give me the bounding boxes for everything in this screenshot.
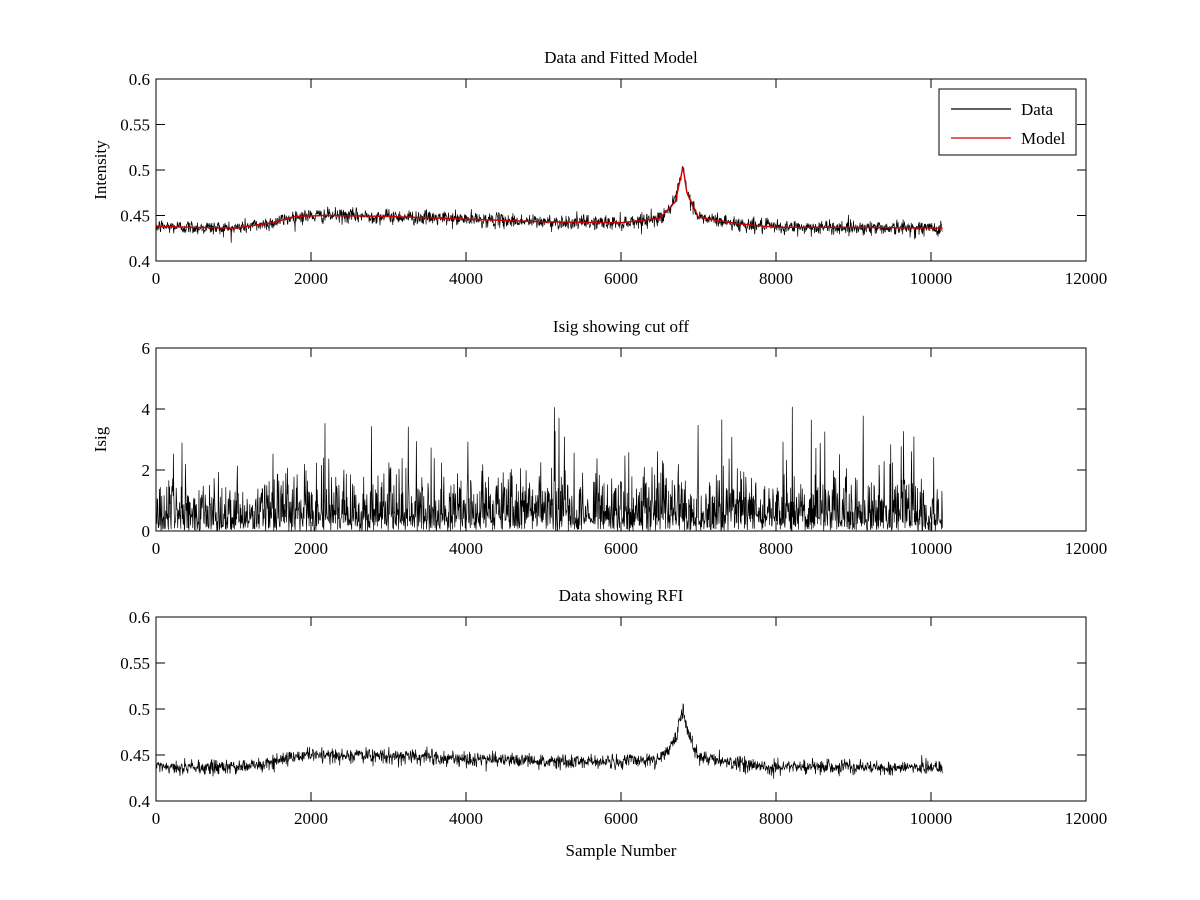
x-tick-label: 6000 bbox=[604, 269, 638, 288]
chart-title: Isig showing cut off bbox=[553, 317, 689, 336]
legend-entry: Model bbox=[1021, 129, 1066, 148]
x-tick-label: 2000 bbox=[294, 539, 328, 558]
x-tick-label: 8000 bbox=[759, 809, 793, 828]
chart-title: Data showing RFI bbox=[559, 586, 684, 605]
x-tick-label: 0 bbox=[152, 269, 161, 288]
y-tick-label: 0.4 bbox=[129, 252, 151, 271]
y-axis-label: Intensity bbox=[91, 140, 110, 200]
x-tick-label: 6000 bbox=[604, 539, 638, 558]
y-tick-label: 0.6 bbox=[129, 70, 150, 89]
x-tick-label: 8000 bbox=[759, 269, 793, 288]
y-tick-label: 0.4 bbox=[129, 792, 151, 811]
chart-title: Data and Fitted Model bbox=[544, 48, 698, 67]
y-axis-label: Isig bbox=[91, 426, 110, 452]
y-tick-label: 0.6 bbox=[129, 608, 150, 627]
y-tick-label: 0.55 bbox=[120, 116, 150, 135]
y-tick-label: 4 bbox=[142, 400, 151, 419]
series-line-model bbox=[156, 167, 943, 229]
x-tick-label: 2000 bbox=[294, 269, 328, 288]
x-tick-label: 2000 bbox=[294, 809, 328, 828]
x-tick-label: 10000 bbox=[910, 809, 953, 828]
series-line-1 bbox=[156, 406, 943, 531]
y-tick-label: 0.45 bbox=[120, 746, 150, 765]
x-tick-label: 10000 bbox=[910, 269, 953, 288]
y-tick-label: 0.55 bbox=[120, 654, 150, 673]
x-tick-label: 12000 bbox=[1065, 269, 1108, 288]
x-tick-label: 0 bbox=[152, 539, 161, 558]
y-tick-label: 0.5 bbox=[129, 161, 150, 180]
x-tick-label: 4000 bbox=[449, 539, 483, 558]
chart-panel-2: Isig showing cut off 0 2000 4000 6000 8000 100… bbox=[91, 317, 1107, 558]
x-tick-label: 10000 bbox=[910, 539, 953, 558]
y-tick-label: 0 bbox=[142, 522, 151, 541]
x-tick-label: 4000 bbox=[449, 809, 483, 828]
y-tick-label: 0.45 bbox=[120, 207, 150, 226]
series-line-1 bbox=[156, 703, 943, 779]
plot-area bbox=[155, 78, 1087, 262]
legend-box bbox=[938, 88, 1077, 156]
plot-area bbox=[155, 616, 1087, 802]
legend: Data Model bbox=[938, 88, 1077, 156]
plot-area bbox=[155, 347, 1087, 532]
x-tick-label: 8000 bbox=[759, 539, 793, 558]
x-tick-label: 12000 bbox=[1065, 809, 1108, 828]
series-line-data bbox=[156, 165, 943, 243]
x-tick-label: 6000 bbox=[604, 809, 638, 828]
chart-panel-1: Data and Fitted Model 0 2000 4000 6000 8000 10… bbox=[91, 48, 1107, 288]
x-tick-label: 0 bbox=[152, 809, 161, 828]
y-tick-label: 0.5 bbox=[129, 700, 150, 719]
x-tick-label: 12000 bbox=[1065, 539, 1108, 558]
legend-entry: Data bbox=[1021, 100, 1054, 119]
x-tick-label: 4000 bbox=[449, 269, 483, 288]
y-tick-label: 6 bbox=[142, 339, 151, 358]
y-tick-label: 2 bbox=[142, 461, 151, 480]
chart-panel-3: Data showing RFI 0 2000 4000 6000 8000 10000 12… bbox=[120, 586, 1107, 860]
x-axis-label: Sample Number bbox=[566, 841, 677, 860]
